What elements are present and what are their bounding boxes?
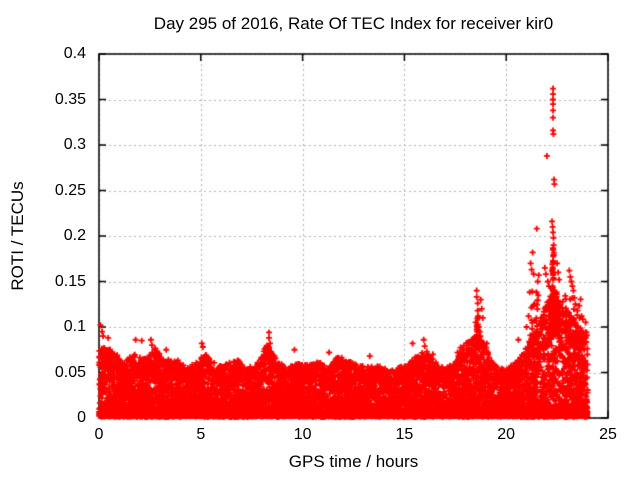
x-tick-label-20: 20 (497, 426, 516, 443)
y-tick-label-0.35: 0.35 (54, 90, 86, 108)
y-tick-label-0.1: 0.1 (63, 318, 86, 335)
x-tick-label-10: 10 (293, 426, 312, 443)
y-tick-label-0.2: 0.2 (63, 227, 86, 244)
chart-title: Day 295 of 2016, Rate Of TEC Index for r… (153, 14, 554, 33)
x-tick-label-15: 15 (395, 426, 414, 443)
y-tick-label-0.15: 0.15 (54, 272, 86, 290)
y-tick-label-0.05: 0.05 (54, 363, 86, 381)
y-tick-label-0.4: 0.4 (63, 45, 86, 62)
y-tick-label-0.3: 0.3 (63, 136, 86, 153)
x-tick-label-5: 5 (196, 426, 206, 443)
x-tick-label-0: 0 (94, 426, 104, 443)
y-tick-label-0.25: 0.25 (54, 181, 86, 199)
y-axis-label: ROTI / TECUs (8, 181, 27, 291)
x-axis-label: GPS time / hours (288, 452, 419, 471)
y-tick-label-0: 0 (77, 409, 86, 426)
x-tick-label-25: 25 (599, 426, 617, 443)
